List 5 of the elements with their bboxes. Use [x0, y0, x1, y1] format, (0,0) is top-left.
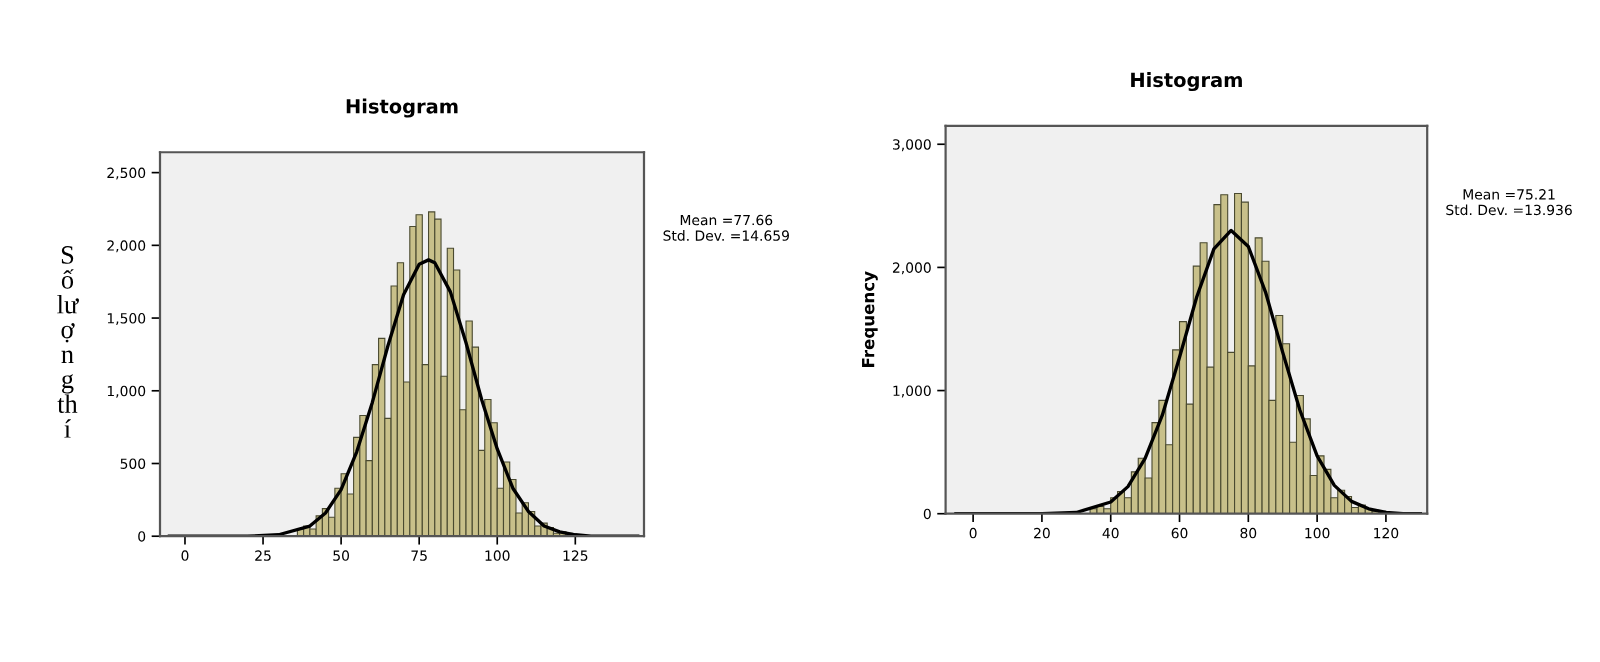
- chart-title: Histogram: [1131, 72, 1242, 92]
- line-series: [954, 228, 1422, 514]
- y-axis-title: S ố lư ợ n g th í: [57, 246, 79, 438]
- chart-title: Histogram: [346, 98, 458, 118]
- y-axis-title: Frequency: [862, 271, 878, 367]
